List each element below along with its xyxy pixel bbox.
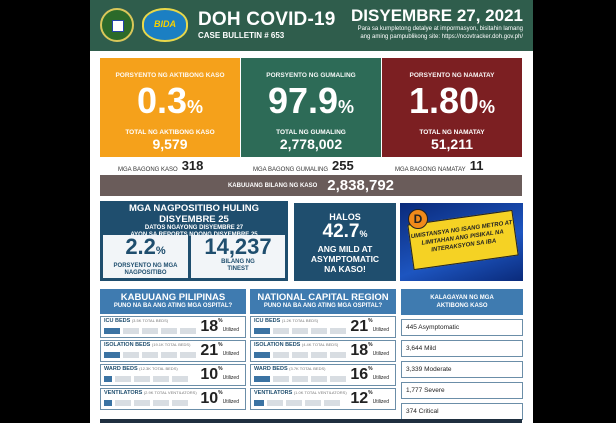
website-note: Para sa kumpletong detalye at impormasyo…: [357, 26, 523, 40]
status-row: 445 Asymptomatic: [401, 319, 523, 336]
ventilator-icon-bars: [104, 400, 188, 406]
active-case-status: KALAGAYAN NG MGA AKTIBONG KASO 445 Asympt…: [401, 289, 523, 420]
icu-beds: ICU BEDS (1.2K TOTAL BEDS) 21%Utilized: [250, 316, 396, 338]
status-row: 3,339 Moderate: [401, 361, 523, 378]
bed-icon-bars: [104, 328, 196, 334]
bed-icon-bars: [254, 352, 346, 358]
isolation-beds: ISOLATION BEDS (19.1K TOTAL BEDS) 21%Uti…: [100, 340, 246, 362]
bulletin-poster: BIDA DOH COVID-19 CASE BULLETIN # 653 DI…: [90, 0, 533, 423]
bed-icon-bars: [254, 328, 346, 334]
bulletin-title: DOH COVID-19: [198, 9, 336, 30]
panel-philippines: KABUUANG PILIPINAS PUNO NA BA ANG ATING M…: [100, 289, 246, 417]
deaths-pct: 1.80: [408, 80, 480, 121]
ward-beds: WARD BEDS (12.3K TOTAL BEDS) 10%Utilized: [100, 364, 246, 386]
deaths-total: 51,211: [430, 136, 474, 152]
bida-logo: BIDA: [142, 8, 188, 42]
footer-bar: [100, 419, 522, 423]
recovered-pct: 97.9: [267, 80, 339, 121]
distancing-comic: UMISTANSYA NG ISANG METRO AT LIMITAHAN A…: [400, 203, 523, 281]
bed-icon-bars: [104, 376, 188, 382]
bulletin-number: CASE BULLETIN # 653: [198, 31, 285, 40]
bulletin-date: DISYEMBRE 27, 2021: [351, 6, 523, 25]
new-cases: MGA BAGONG KASO 318: [118, 158, 204, 174]
status-row: 374 Critical: [401, 403, 523, 420]
active-pct: 0.3: [136, 80, 188, 121]
total-cases-bar: KABUUANG BILANG NG KASO 2,838,792: [100, 175, 522, 196]
tested-box: 14,237 BILANG NG TINEST: [191, 235, 285, 278]
recovered-stat: PORSYENTO NG GUMALING 97.9% TOTAL NG GUM…: [241, 58, 381, 157]
new-recovered: MGA BAGONG GUMALING 255: [253, 158, 354, 174]
icu-beds: ICU BEDS (3.5K TOTAL BEDS) 18%Utilized: [100, 316, 246, 338]
bed-icon-bars: [254, 376, 346, 382]
status-row: 1,777 Severe: [401, 382, 523, 399]
positivity-rate-box: 2.2% PORSYENTO NG MGA NAGPOSITIBO: [103, 235, 188, 278]
comic-letter-badge: D: [408, 209, 428, 229]
ventilators: VENTILATORS (1.0K TOTAL VENTILATORS) 12%…: [250, 388, 396, 410]
header: BIDA DOH COVID-19 CASE BULLETIN # 653 DI…: [90, 0, 533, 51]
bed-icon-bars: [104, 352, 196, 358]
active-stat: PORSYENTO NG AKTIBONG KASO 0.3% TOTAL NG…: [100, 58, 240, 157]
total-cases-value: 2,838,792: [327, 177, 395, 194]
doh-seal-logo: [100, 8, 134, 42]
ventilator-icon-bars: [254, 400, 340, 406]
new-deaths: MGA BAGONG NAMATAY 11: [395, 158, 484, 174]
status-row: 3,644 Mild: [401, 340, 523, 357]
positivity-panel: MGA NAGPOSITIBO HULING DISYEMBRE 25 DATO…: [100, 201, 288, 281]
deaths-stat: PORSYENTO NG NAMATAY 1.80% TOTAL NG NAMA…: [382, 58, 522, 157]
mild-asymptomatic-callout: HALOS 42.7% ANG MILD AT ASYMPTOMATIC NA …: [294, 203, 396, 281]
isolation-beds: ISOLATION BEDS (4.4K TOTAL BEDS) 18%Util…: [250, 340, 396, 362]
active-total: 9,579: [152, 136, 188, 152]
ward-beds: WARD BEDS (3.7K TOTAL BEDS) 16%Utilized: [250, 364, 396, 386]
ventilators: VENTILATORS (2.9K TOTAL VENTILATORS) 10%…: [100, 388, 246, 410]
recovered-total: 2,778,002: [279, 136, 343, 152]
panel-ncr: NATIONAL CAPITAL REGION PUNO NA BA ANG AT…: [250, 289, 396, 417]
